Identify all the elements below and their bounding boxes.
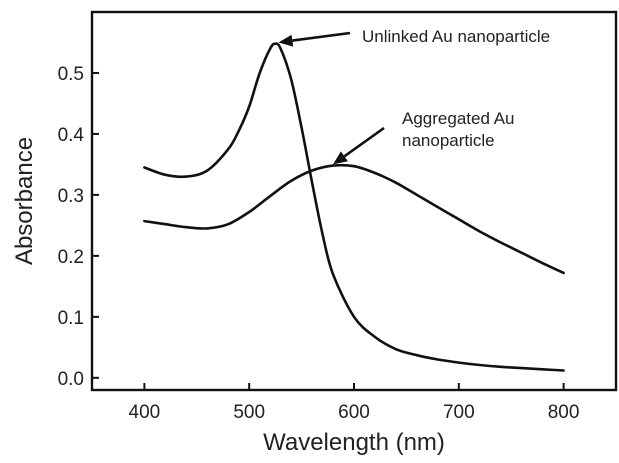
annotation-aggregated-label-line2: nanoparticle <box>402 131 495 150</box>
aggregated-series-line <box>143 163 565 275</box>
y-tick-label: 0.2 <box>58 247 84 268</box>
annotation-aggregated-label-line1: Aggregated Au <box>402 109 514 128</box>
y-tick-label: 0.1 <box>58 308 84 329</box>
annotation-unlinked-arrow <box>292 31 351 42</box>
y-tick-label: 0.5 <box>58 64 84 85</box>
x-tick-label: 600 <box>338 402 370 423</box>
unlinked-series-line <box>143 42 565 372</box>
annotation-aggregated-arrow <box>343 126 385 158</box>
y-tick-label: 0.0 <box>58 369 84 390</box>
series-layer <box>143 42 565 372</box>
annotation-unlinked-label: Unlinked Au nanoparticle <box>362 27 550 46</box>
annotation-aggregated-arrowhead <box>333 151 348 165</box>
y-axis-title: Absorbance <box>11 137 38 265</box>
axis-ticks: 400 500 600 700 800 0.0 0.1 0.2 0.3 0.4 0.5 <box>58 64 580 423</box>
y-tick-label: 0.4 <box>58 125 85 146</box>
x-axis-title: Wavelength (nm) <box>263 429 445 456</box>
plot-frame <box>90 10 618 392</box>
x-tick-label: 400 <box>129 402 161 423</box>
x-tick-label: 700 <box>443 402 475 423</box>
annotation-aggregated: Aggregated Au nanoparticle <box>333 109 514 165</box>
x-tick-label: 800 <box>548 402 580 423</box>
annotation-unlinked: Unlinked Au nanoparticle <box>278 27 550 47</box>
annotation-unlinked-arrowhead <box>278 34 294 47</box>
x-tick-label: 500 <box>233 402 265 423</box>
y-tick-label: 0.3 <box>58 186 84 207</box>
